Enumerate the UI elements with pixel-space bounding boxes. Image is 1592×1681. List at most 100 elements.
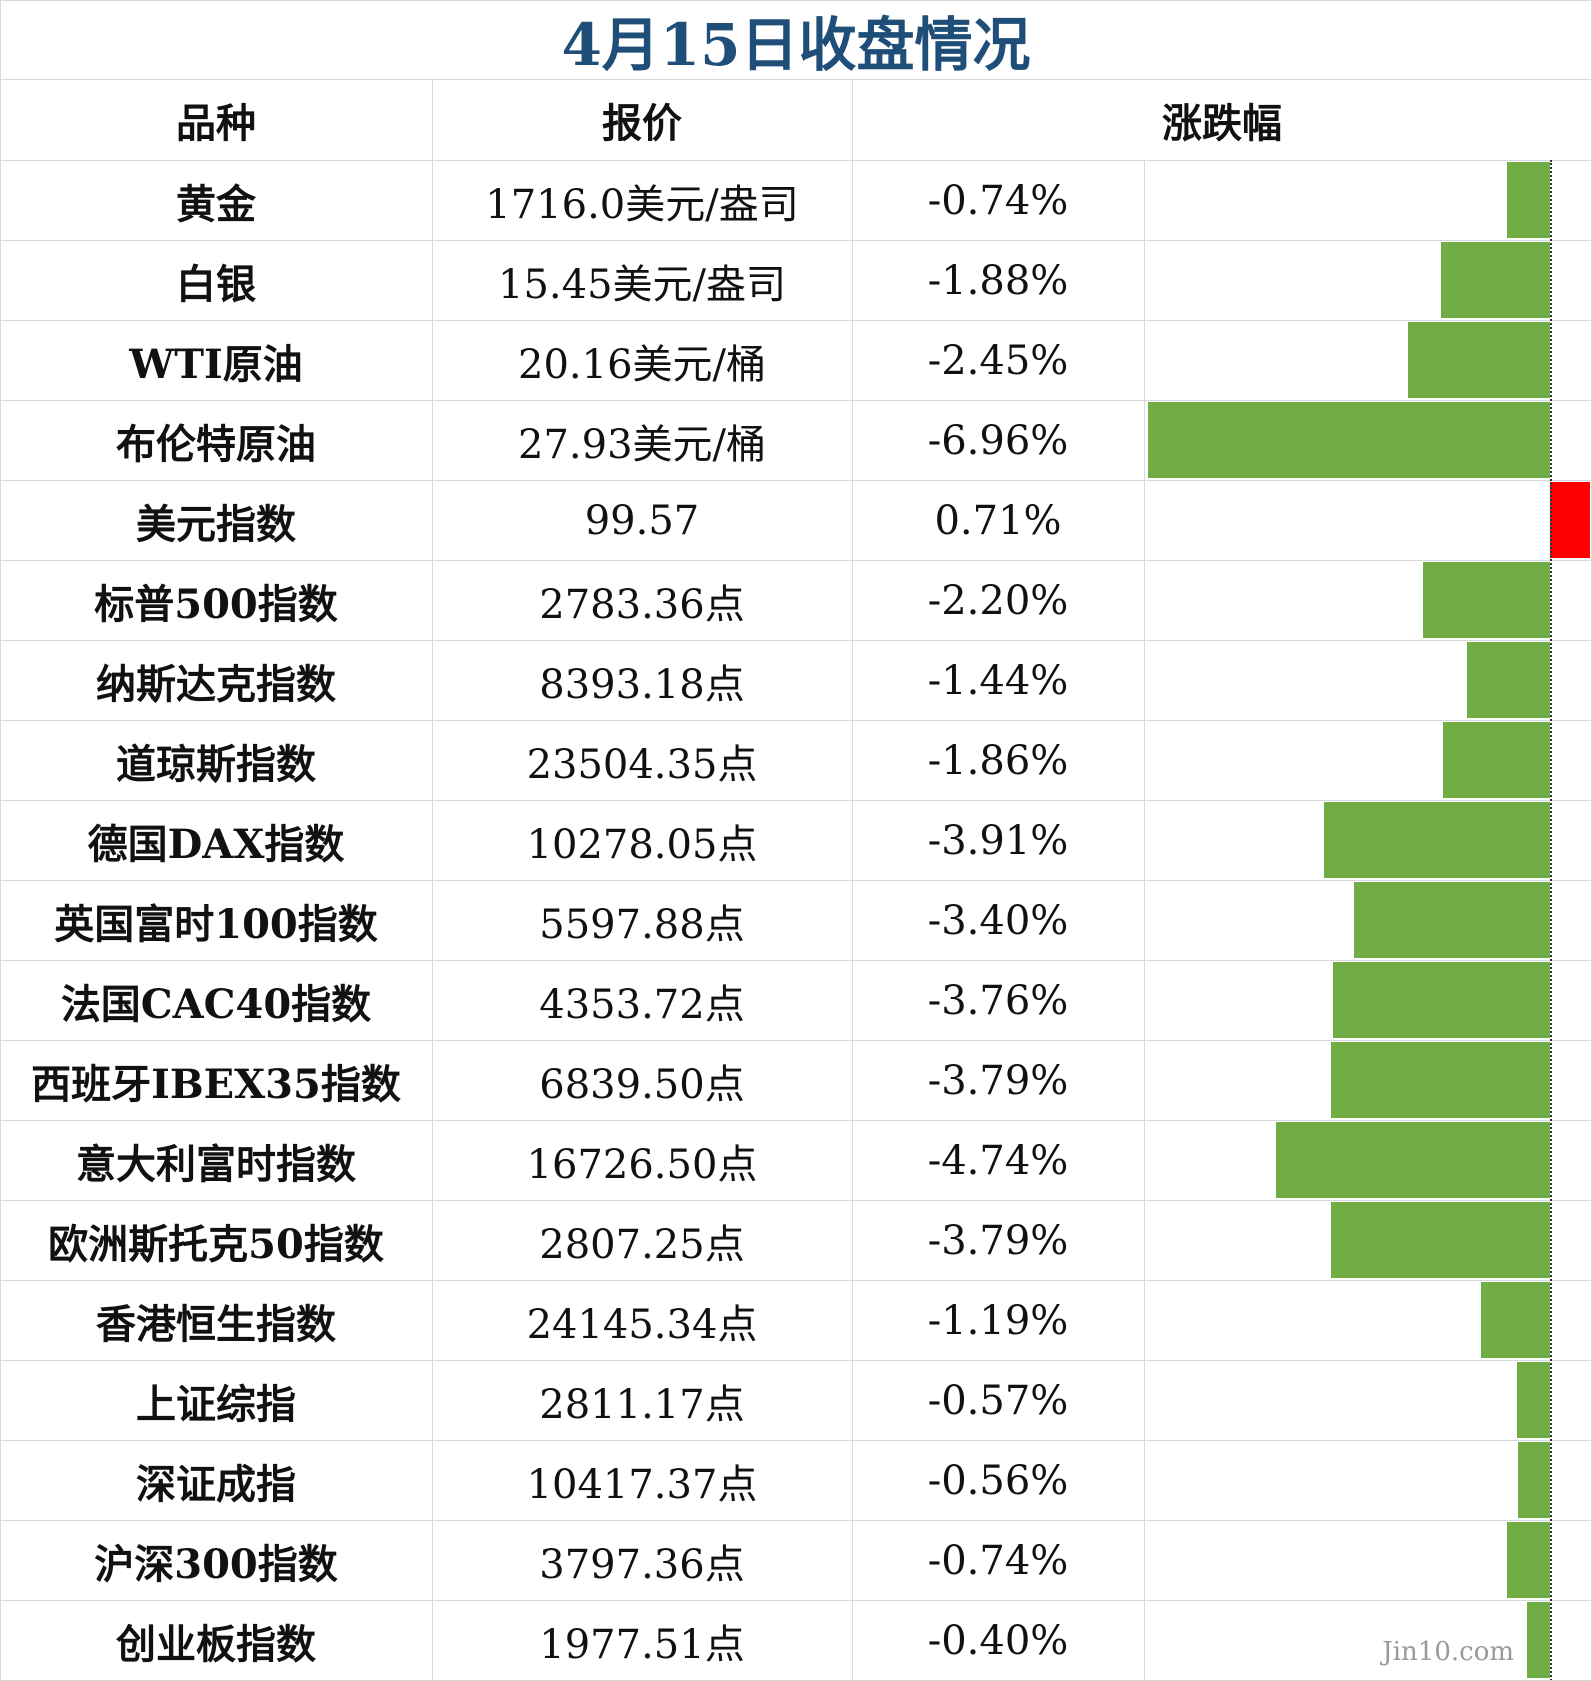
row-price: 20.16美元/桶 [518,342,766,388]
change-bar [1466,642,1550,718]
header-price: 报价 [602,100,682,147]
table-row: 英国富时100指数 5597.88点 -3.40% [0,880,1592,960]
row-price: 27.93美元/桶 [518,422,766,468]
change-bar [1507,162,1550,238]
row-change: -1.88% [927,258,1069,304]
change-bar [1442,722,1550,798]
row-price: 3797.36点 [539,1542,745,1588]
row-price: 1977.51点 [539,1622,745,1668]
row-name: 布伦特原油 [116,421,316,468]
row-name: 道琼斯指数 [116,741,316,788]
table-row: 黄金 1716.0美元/盎司 -0.74% [0,160,1592,240]
page-title: 4月15日收盘情况 [0,0,1592,80]
table-row: 标普500指数 2783.36点 -2.20% [0,560,1592,640]
change-bar [1507,1522,1550,1598]
table-row: WTI原油 20.16美元/桶 -2.45% [0,320,1592,400]
row-price: 16726.50点 [526,1142,758,1188]
column-divider [1144,160,1145,1681]
row-change: -2.20% [927,578,1069,624]
row-name: 纳斯达克指数 [96,661,336,708]
table-row: 白银 15.45美元/盎司 -1.88% [0,240,1592,320]
change-bar [1408,322,1550,398]
change-bar [1332,962,1550,1038]
header-change: 涨跌幅 [1162,100,1282,147]
row-change: -3.40% [927,898,1069,944]
row-price: 15.45美元/盎司 [498,262,786,308]
row-change: -3.91% [927,818,1069,864]
change-bar [1441,242,1550,318]
table-row: 上证综指 2811.17点 -0.57% [0,1360,1592,1440]
change-bar [1422,562,1550,638]
table-row: 西班牙IBEX35指数 6839.50点 -3.79% [0,1040,1592,1120]
row-change: -1.44% [927,658,1069,704]
row-change: -1.86% [927,738,1069,784]
table-row: 欧洲斯托克50指数 2807.25点 -3.79% [0,1200,1592,1280]
row-change: 0.71% [934,498,1062,544]
table-row: 道琼斯指数 23504.35点 -1.86% [0,720,1592,800]
row-change: -0.40% [927,1618,1069,1664]
header-name: 品种 [176,100,256,147]
row-change: -3.76% [927,978,1069,1024]
row-name: 法国CAC40指数 [60,981,372,1028]
table-row: 德国DAX指数 10278.05点 -3.91% [0,800,1592,880]
change-bar [1331,1042,1550,1118]
change-bar [1550,482,1590,558]
row-name: 深证成指 [136,1461,296,1508]
table-row: 纳斯达克指数 8393.18点 -1.44% [0,640,1592,720]
table-row: 香港恒生指数 24145.34点 -1.19% [0,1280,1592,1360]
row-price: 5597.88点 [539,902,745,948]
row-name: 英国富时100指数 [54,901,378,948]
row-price: 2811.17点 [539,1382,745,1428]
change-bar [1517,1362,1550,1438]
row-name: 香港恒生指数 [96,1301,336,1348]
change-bar [1331,1202,1550,1278]
row-price: 10278.05点 [526,822,758,868]
column-divider [432,80,433,1681]
row-price: 10417.37点 [526,1462,758,1508]
row-name: WTI原油 [129,341,303,388]
table-row: 意大利富时指数 16726.50点 -4.74% [0,1120,1592,1200]
row-name: 白银 [176,261,256,308]
change-bar [1353,882,1550,958]
row-name: 西班牙IBEX35指数 [31,1061,401,1108]
table-row: 美元指数 99.57 0.71% [0,480,1592,560]
table-row: 沪深300指数 3797.36点 -0.74% [0,1520,1592,1600]
row-change: -3.79% [927,1218,1069,1264]
row-name: 欧洲斯托克50指数 [48,1221,384,1268]
row-name: 创业板指数 [116,1621,316,1668]
row-price: 2807.25点 [539,1222,745,1268]
row-change: -1.19% [927,1298,1069,1344]
row-change: -2.45% [927,338,1069,384]
zero-axis [1550,160,1552,1681]
row-name: 标普500指数 [94,581,338,628]
change-bar [1526,1602,1550,1678]
row-price: 24145.34点 [526,1302,758,1348]
row-change: -4.74% [927,1138,1069,1184]
change-bar [1148,402,1550,478]
row-name: 美元指数 [136,501,296,548]
row-change: -0.74% [927,1538,1069,1584]
column-divider [852,80,853,1681]
row-price: 1716.0美元/盎司 [485,182,799,228]
row-name: 德国DAX指数 [87,821,345,868]
row-change: -6.96% [927,418,1069,464]
change-bar [1324,802,1550,878]
row-name: 黄金 [176,181,256,228]
row-price: 23504.35点 [526,742,758,788]
table-row: 创业板指数 1977.51点 -0.40% [0,1600,1592,1680]
table-row: 法国CAC40指数 4353.72点 -3.76% [0,960,1592,1040]
row-price: 99.57 [584,498,700,544]
row-change: -3.79% [927,1058,1069,1104]
row-name: 意大利富时指数 [76,1141,356,1188]
row-name: 沪深300指数 [94,1541,338,1588]
watermark: Jin10.com [1382,1637,1514,1667]
row-change: -0.74% [927,178,1069,224]
table-row: 深证成指 10417.37点 -0.56% [0,1440,1592,1520]
row-name: 上证综指 [136,1381,296,1428]
row-change: -0.56% [927,1458,1069,1504]
row-price: 8393.18点 [539,662,745,708]
row-change: -0.57% [927,1378,1069,1424]
row-price: 6839.50点 [539,1062,745,1108]
table-row: 布伦特原油 27.93美元/桶 -6.96% [0,400,1592,480]
change-bar [1276,1122,1550,1198]
